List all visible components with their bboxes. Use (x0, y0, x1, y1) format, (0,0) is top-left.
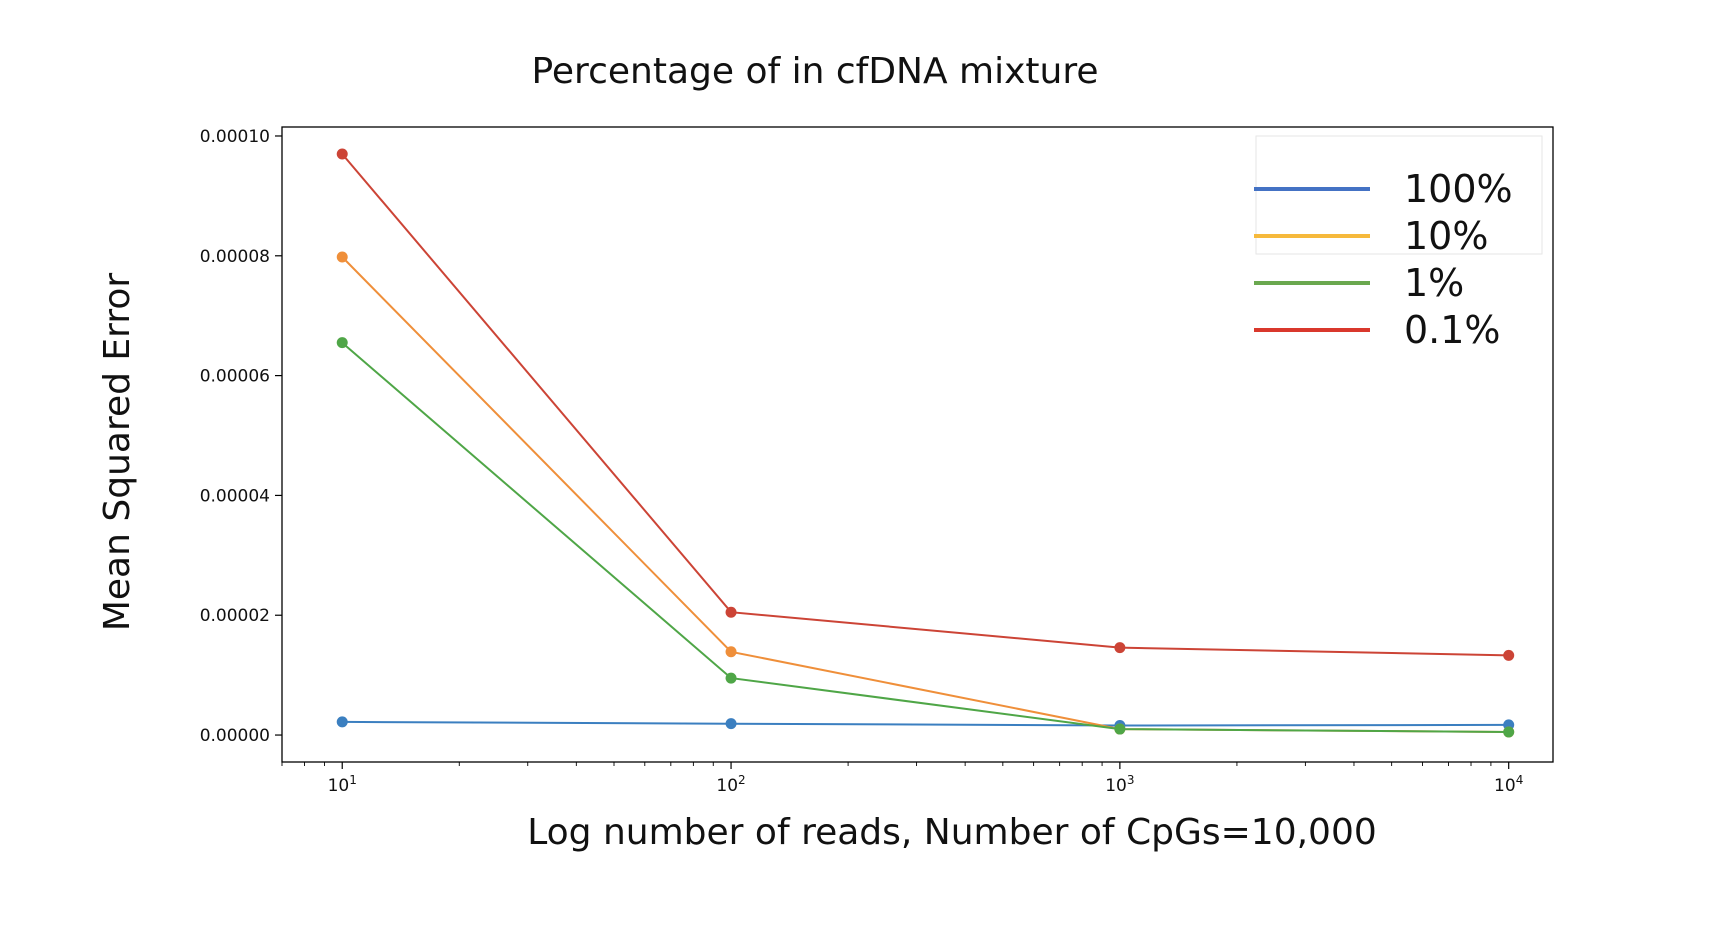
x-tick-label: 102 (716, 773, 745, 796)
chart-title: Percentage of in cfDNA mixture (531, 51, 1098, 92)
legend-label: 100% (1404, 167, 1513, 211)
data-point (1503, 649, 1515, 661)
data-point (1114, 723, 1126, 735)
plot-frame (281, 126, 1554, 763)
plot-area: 0.00000 0.00002 0.00004 0.00006 0.00008 0.000… (200, 126, 1554, 796)
series-line (341, 153, 1509, 657)
x-tick-label: 104 (1494, 773, 1523, 796)
legend-label: 0.1% (1404, 308, 1501, 352)
legend-label: 1% (1404, 261, 1464, 305)
data-point (725, 718, 737, 730)
legend-box (1255, 135, 1543, 255)
legend-label: 10% (1404, 214, 1488, 258)
y-tick-label: 0.00002 (200, 606, 270, 626)
y-tick-label: 0.00008 (200, 247, 270, 267)
y-tick-label: 0.00006 (200, 367, 270, 387)
data-point (336, 337, 348, 349)
data-point (336, 251, 348, 263)
legend: 100%10%1%0.1% (1254, 135, 1543, 352)
y-tick-label: 0.00010 (200, 127, 270, 147)
series-line (342, 720, 1509, 727)
x-tick-label: 103 (1105, 773, 1134, 796)
y-tick-label: 0.00000 (200, 726, 270, 746)
data-point (1503, 726, 1515, 738)
x-axis-label: Log number of reads, Number of CpGs=10,0… (527, 812, 1377, 853)
data-point (336, 716, 348, 728)
x-tick-label: 101 (328, 773, 357, 796)
data-point (336, 148, 348, 160)
data-point (725, 606, 737, 618)
data-point (725, 672, 737, 684)
data-point (725, 646, 737, 658)
y-axis-label: Mean Squared Error (97, 273, 138, 632)
y-tick-label: 0.00004 (200, 486, 270, 506)
series-line (341, 341, 1509, 733)
data-point (1114, 642, 1126, 654)
